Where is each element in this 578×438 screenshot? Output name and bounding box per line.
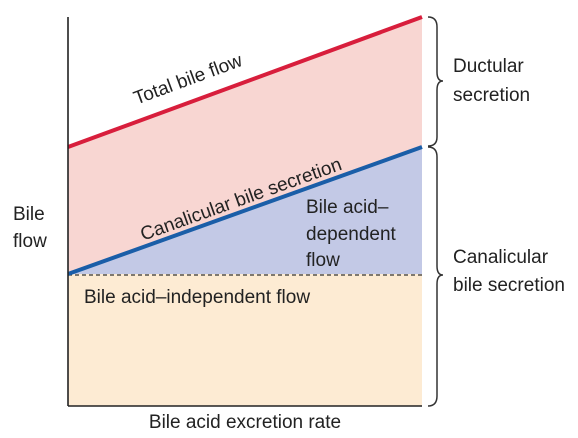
ductular-secretion-region bbox=[68, 17, 422, 274]
bile-acid-independent-flow-label: Bile acid–independent flow bbox=[84, 287, 310, 308]
canalicular-bracket-label-line-1: Canalicular bbox=[453, 247, 549, 268]
y-axis-label: Bile flow bbox=[13, 204, 50, 252]
canalicular-bile-secretion-line bbox=[67, 145, 423, 276]
canalicular-bracket-label-line-2: bile secretion bbox=[453, 275, 565, 296]
dependent-label-line-2: dependent bbox=[306, 224, 397, 245]
ductular-secretion-label: Ductular secretion bbox=[453, 56, 530, 106]
canalicular-bile-secretion-bracket-label: Canalicular bile secretion bbox=[453, 247, 565, 296]
ductular-label-line-1: Ductular bbox=[453, 56, 524, 77]
bile-acid-dependent-flow-label: Bile acid– dependent flow bbox=[306, 197, 401, 271]
dependent-label-line-3: flow bbox=[306, 250, 340, 271]
dependent-label-line-1: Bile acid– bbox=[306, 197, 389, 218]
canalicular-bracket bbox=[427, 146, 444, 407]
ductular-label-line-2: secretion bbox=[453, 85, 530, 106]
y-axis-label-line-2: flow bbox=[13, 231, 47, 252]
ductular-bracket bbox=[427, 16, 444, 147]
total-bile-flow-line bbox=[67, 15, 423, 149]
y-axis-label-line-1: Bile bbox=[13, 204, 45, 225]
x-axis-label: Bile acid excretion rate bbox=[149, 412, 341, 433]
bile-acid-independent-region bbox=[68, 274, 422, 406]
